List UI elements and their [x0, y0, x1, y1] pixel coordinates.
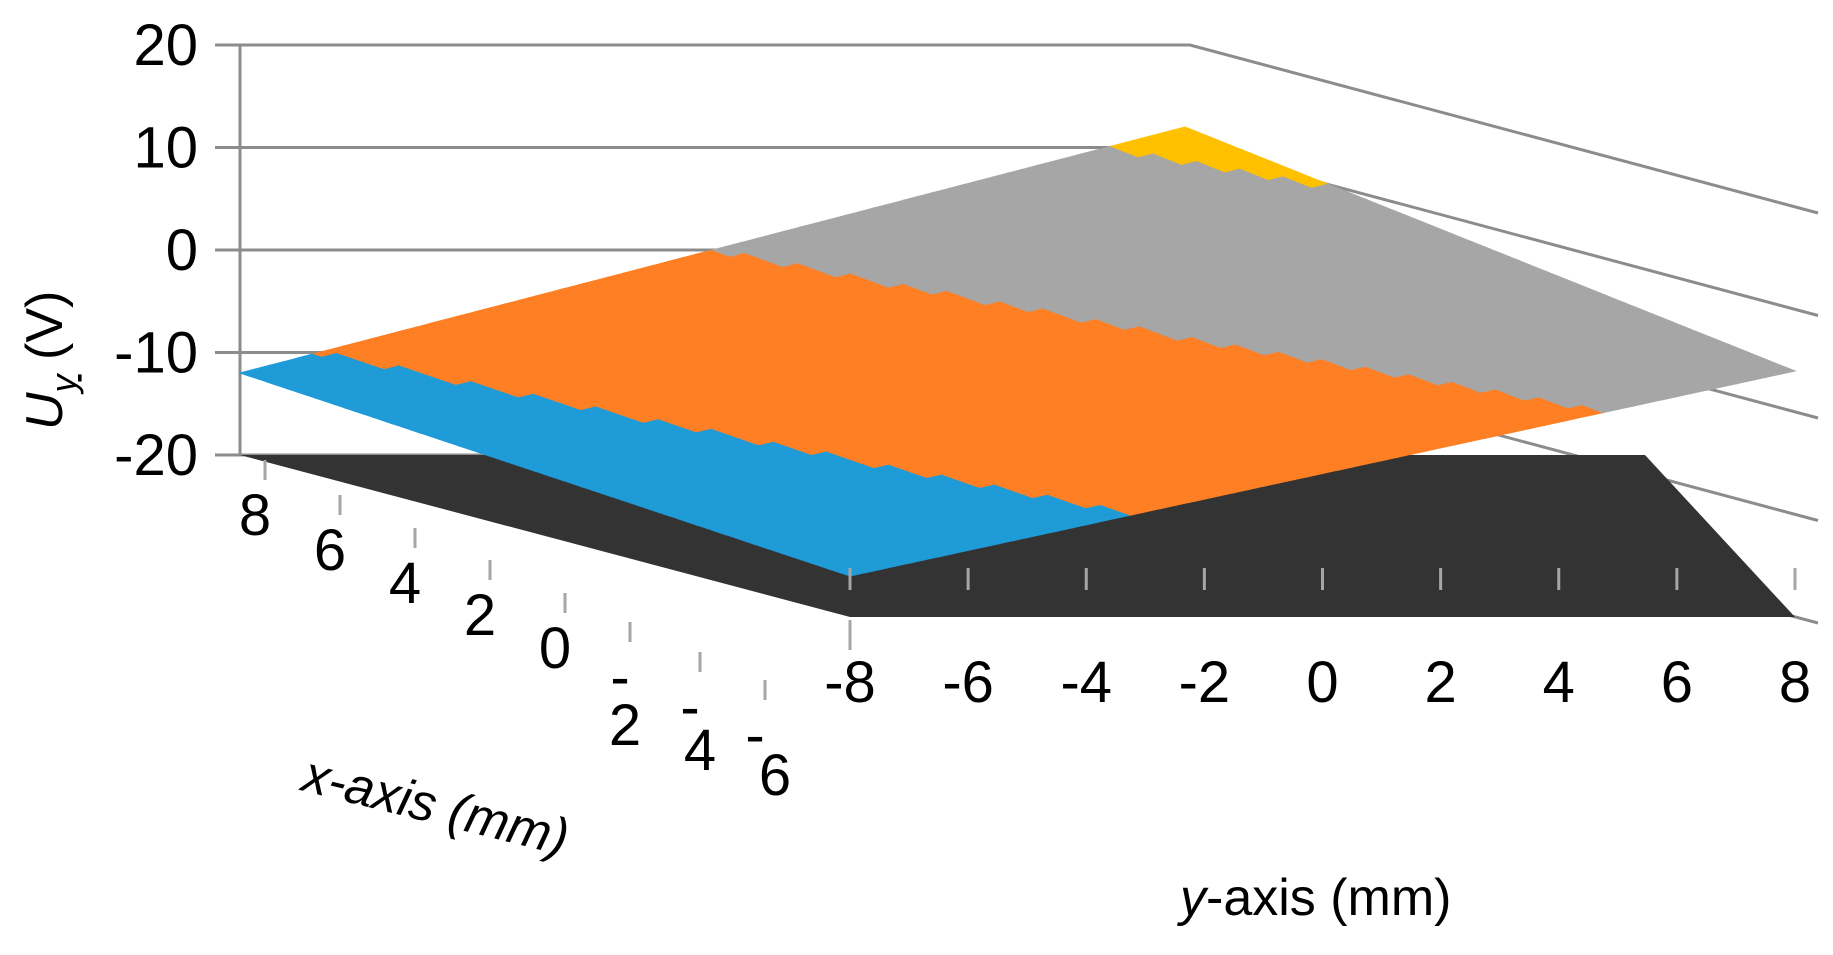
y-axis-title: y-axis (mm)	[1177, 869, 1452, 927]
x-tick-label: 0	[539, 616, 571, 681]
x-tick-label-second-line: 2	[609, 693, 641, 758]
x-axis-title: x-axis (mm)	[294, 745, 574, 868]
x-tick-label-second-line: 4	[684, 718, 716, 783]
z-tick-label: -20	[114, 423, 198, 488]
x-axis-title-rest: -axis (mm)	[322, 752, 574, 868]
gridline-z-1	[215, 146, 1819, 317]
y-tick-label: -4	[1060, 650, 1112, 715]
z-axis-title: Uy (V)	[16, 291, 84, 430]
y-tick-label: -8	[824, 650, 876, 715]
z-axis-title-sub: y	[43, 372, 84, 395]
y-axis-title-rest: -axis (mm)	[1206, 869, 1452, 927]
x-tick-label: 6	[314, 518, 346, 583]
y-tick-label: 2	[1424, 650, 1456, 715]
x-tick-label-second-line: 6	[759, 743, 791, 808]
y-axis-title-var: y	[1177, 869, 1209, 927]
x-tick-label: 4	[389, 551, 421, 616]
z-tick-label: 20	[133, 13, 198, 78]
z-axis-title-unit: (V)	[16, 291, 74, 375]
y-tick-label: 0	[1306, 650, 1338, 715]
y-tick-label: 4	[1543, 650, 1575, 715]
z-tick-label: 10	[133, 116, 198, 181]
x-tick-label: 2	[464, 583, 496, 648]
z-tick-label: -10	[114, 321, 198, 386]
y-tick-label: 8	[1779, 650, 1811, 715]
z-axis-title-main: U	[16, 392, 74, 430]
y-tick-label: 6	[1661, 650, 1693, 715]
y-tick-label: -6	[942, 650, 994, 715]
x-tick-label: 8	[239, 483, 271, 548]
y-tick-label: -2	[1179, 650, 1231, 715]
z-tick-label: 0	[166, 218, 198, 283]
gridline-z-0	[215, 43, 1819, 215]
surface-bands	[238, 126, 1797, 577]
